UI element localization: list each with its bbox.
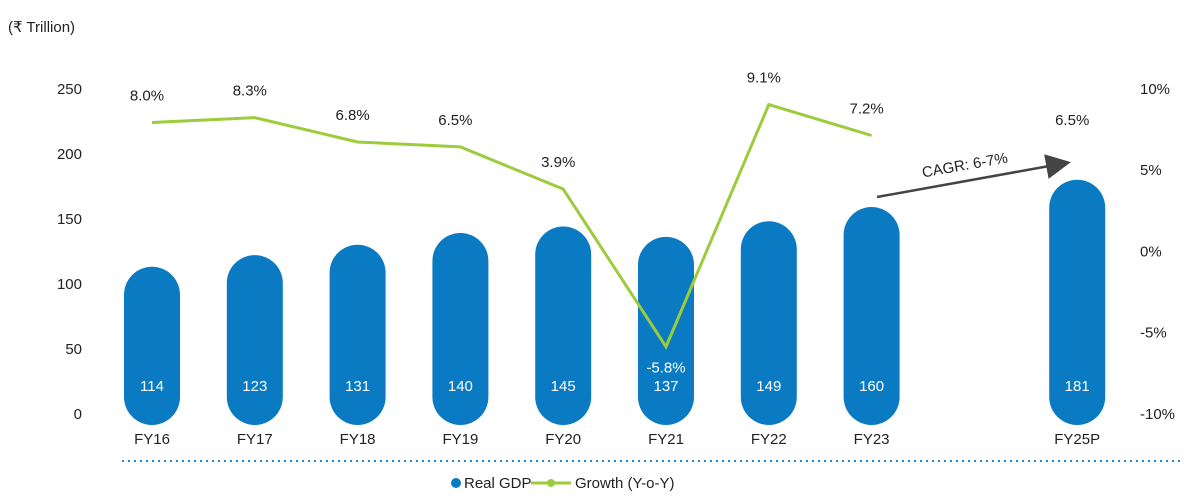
- bar: [329, 244, 386, 425]
- bar-label: 181: [1065, 378, 1090, 395]
- y2-tick-label: -5%: [1140, 325, 1167, 342]
- bar-label: 140: [448, 378, 473, 395]
- line-label: 7.2%: [849, 100, 883, 117]
- bar: [740, 221, 797, 425]
- y-tick-label: 100: [57, 276, 82, 293]
- x-tick-label: FY21: [648, 431, 684, 448]
- x-tick-label: FY23: [854, 431, 890, 448]
- bar-label: 131: [345, 378, 370, 395]
- bar-label: 123: [242, 378, 267, 395]
- growth-line: [152, 105, 1077, 347]
- bar: [535, 226, 592, 425]
- line-label: 6.5%: [1055, 112, 1089, 129]
- line-label: 8.0%: [130, 87, 164, 104]
- bar: [1049, 179, 1106, 425]
- y-tick-label: 250: [57, 81, 82, 98]
- x-tick-label: FY25P: [1054, 431, 1100, 448]
- line-label: -5.8%: [646, 360, 685, 377]
- bar-label: 114: [140, 378, 164, 395]
- bar-label: 149: [756, 378, 781, 395]
- y2-tick-label: 10%: [1140, 81, 1170, 98]
- x-tick-label: FY22: [751, 431, 787, 448]
- legend-label: Real GDP: [464, 475, 532, 492]
- legend-swatch: [451, 478, 461, 488]
- cagr-arrow: [876, 154, 1071, 199]
- bar-label: 160: [859, 378, 884, 395]
- bar: [638, 236, 694, 425]
- line-label: 8.3%: [233, 83, 267, 100]
- y2-tick-label: 0%: [1140, 243, 1162, 260]
- bar-label: 145: [551, 378, 576, 395]
- y-tick-label: 150: [57, 211, 82, 228]
- bar-label: 137: [653, 378, 678, 395]
- line-label: 6.5%: [438, 112, 472, 129]
- legend-label: Growth (Y-o-Y): [575, 475, 674, 492]
- x-tick-label: FY16: [134, 431, 170, 448]
- x-tick-label: FY17: [237, 431, 273, 448]
- unit-label: (₹ Trillion): [8, 19, 75, 36]
- bar: [226, 255, 283, 425]
- line-label: 3.9%: [541, 154, 575, 171]
- line-label: 9.1%: [747, 70, 781, 87]
- legend-swatch: [547, 479, 555, 487]
- y-tick-label: 50: [65, 341, 82, 358]
- x-tick-label: FY18: [340, 431, 376, 448]
- y-tick-label: 200: [57, 146, 82, 163]
- bar: [124, 266, 180, 425]
- y-tick-label: 0: [74, 406, 82, 423]
- bar: [432, 233, 489, 425]
- y2-tick-label: 5%: [1140, 162, 1162, 179]
- x-tick-label: FY19: [442, 431, 478, 448]
- bar: [843, 207, 900, 425]
- x-tick-label: FY20: [545, 431, 581, 448]
- line-label: 6.8%: [335, 107, 369, 124]
- y2-tick-label: -10%: [1140, 406, 1175, 423]
